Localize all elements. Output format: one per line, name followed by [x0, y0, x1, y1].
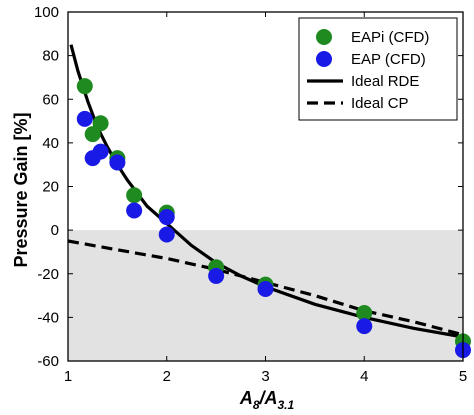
point-eap-cfd-7	[208, 267, 225, 284]
ticks-layer: 1 2 3 4 5 -60 -40 -20 0 20 40 60 80 100	[34, 4, 467, 385]
x-axis-label-sub2: 3.1	[278, 398, 295, 412]
x-axis-label: A8/A3.1	[239, 388, 295, 412]
legend-label-eap-cfd: EAP (CFD)	[351, 51, 426, 68]
point-eapi-cfd-8	[356, 305, 373, 322]
y-tick-label: 20	[42, 179, 59, 196]
point-eap-cfd-8	[257, 281, 274, 298]
point-eapi-cfd-0	[76, 78, 93, 95]
legend-label-eapi-cfd: EAPi (CFD)	[351, 29, 429, 46]
y-tick-label: -40	[37, 309, 59, 326]
y-tick-label: -60	[37, 353, 59, 370]
legend: EAPi (CFD) EAP (CFD) Ideal RDE Ideal CP	[298, 17, 458, 121]
point-eap-cfd-5	[158, 209, 175, 226]
y-tick-label: -20	[37, 266, 59, 283]
point-eap-cfd-9	[356, 318, 373, 335]
x-tick-label: 2	[163, 368, 171, 385]
x-tick-label: 5	[459, 368, 467, 385]
y-tick-label: 40	[42, 135, 59, 152]
point-eap-cfd-2	[92, 143, 109, 160]
y-tick-label: 60	[42, 91, 59, 108]
y-tick-label: 100	[34, 4, 59, 21]
point-eapi-cfd-2	[92, 115, 109, 132]
x-tick-label: 3	[261, 368, 269, 385]
x-axis-label-main: A	[239, 388, 253, 408]
x-axis-label-slash: /A	[259, 388, 278, 408]
x-tick-label: 1	[64, 368, 72, 385]
legend-marker-eap-cfd	[316, 51, 332, 67]
y-tick-label: 0	[51, 222, 59, 239]
x-tick-label: 4	[360, 368, 368, 385]
legend-label-ideal-cp: Ideal CP	[351, 95, 409, 112]
y-tick-label: 80	[42, 48, 59, 65]
x-axis-label-sub1: 8	[253, 398, 260, 412]
legend-label-ideal-rde: Ideal RDE	[351, 73, 419, 90]
legend-marker-eapi-cfd	[316, 29, 332, 45]
point-eap-cfd-4	[126, 202, 143, 219]
point-eap-cfd-3	[109, 154, 126, 171]
y-axis-label: Pressure Gain [%]	[11, 112, 31, 267]
point-eapi-cfd-4	[126, 187, 143, 204]
point-eap-cfd-6	[158, 226, 175, 243]
point-eap-cfd-0	[76, 110, 93, 127]
series-layer	[67, 44, 471, 359]
